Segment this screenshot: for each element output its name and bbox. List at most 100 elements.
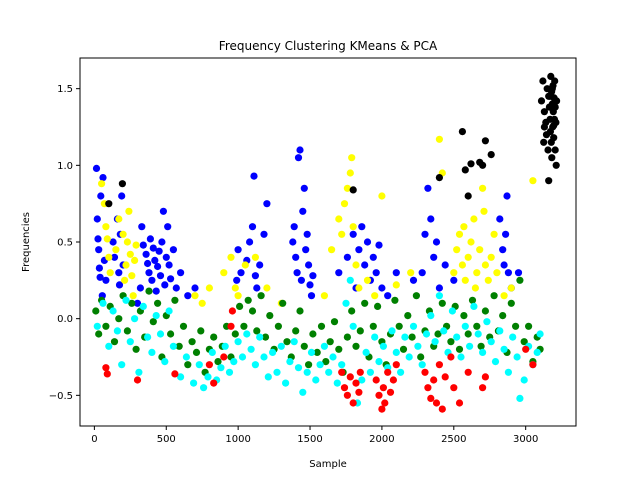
scatter-point xyxy=(251,361,259,369)
scatter-point xyxy=(125,207,133,215)
scatter-point xyxy=(447,338,455,346)
scatter-point xyxy=(346,169,354,177)
scatter-point xyxy=(118,180,126,188)
scatter-point xyxy=(409,276,418,284)
scatter-point xyxy=(500,345,508,353)
scatter-point xyxy=(164,223,172,231)
scatter-point xyxy=(343,333,351,341)
scatter-point xyxy=(358,223,366,231)
scatter-point xyxy=(200,384,208,392)
scatter-point xyxy=(154,262,162,271)
scatter-point xyxy=(109,307,117,315)
scatter-point xyxy=(167,275,175,283)
scatter-point xyxy=(392,361,400,369)
scatter-point xyxy=(450,276,458,284)
scatter-point xyxy=(251,253,259,261)
scatter-point xyxy=(349,322,357,330)
scatter-point xyxy=(447,353,455,361)
scatter-point xyxy=(131,315,139,323)
scatter-point xyxy=(188,338,196,346)
scatter-point xyxy=(155,247,163,255)
scatter-point xyxy=(169,342,177,350)
scatter-point xyxy=(282,379,290,387)
y-tick-label: 1.5 xyxy=(57,84,73,95)
scatter-point xyxy=(248,307,257,315)
scatter-point xyxy=(455,230,464,238)
scatter-point xyxy=(453,333,461,341)
scatter-point xyxy=(455,345,464,353)
scatter-point xyxy=(102,322,110,330)
scatter-point xyxy=(342,299,350,307)
scatter-point xyxy=(381,399,389,407)
scatter-point xyxy=(418,361,426,369)
scatter-point xyxy=(102,276,110,284)
scatter-point xyxy=(227,322,235,330)
scatter-point xyxy=(450,269,458,277)
scatter-point xyxy=(448,307,456,315)
scatter-point xyxy=(306,281,314,289)
scatter-point xyxy=(217,364,225,372)
scatter-point xyxy=(340,200,349,208)
scatter-point xyxy=(352,261,360,269)
scatter-point xyxy=(545,177,553,185)
scatter-point xyxy=(115,315,123,323)
scatter-point xyxy=(421,230,429,238)
scatter-point xyxy=(464,330,472,338)
scatter-point xyxy=(356,368,364,376)
scatter-point xyxy=(540,123,549,131)
scatter-point xyxy=(313,348,321,356)
scatter-point xyxy=(516,394,524,402)
scatter-point xyxy=(277,342,285,350)
scatter-point xyxy=(372,376,380,384)
scatter-point xyxy=(550,134,558,142)
scatter-point xyxy=(103,235,111,243)
scatter-point xyxy=(198,299,206,307)
scatter-point xyxy=(234,246,242,254)
scatter-point xyxy=(522,345,530,353)
scatter-point xyxy=(430,376,438,384)
scatter-point xyxy=(159,207,167,215)
scatter-point xyxy=(231,330,239,338)
scatter-point xyxy=(99,174,107,182)
scatter-point xyxy=(269,348,277,356)
scatter-point xyxy=(533,348,541,356)
scatter-point xyxy=(511,322,520,330)
scatter-point xyxy=(325,368,333,376)
scatter-point xyxy=(95,246,103,254)
scatter-point xyxy=(476,246,484,254)
x-tick-label: 0 xyxy=(91,434,97,445)
scatter-point xyxy=(109,238,117,246)
scatter-point xyxy=(243,330,251,338)
scatter-point xyxy=(407,269,415,277)
scatter-point xyxy=(343,391,351,399)
scatter-point xyxy=(424,384,432,392)
scatter-point xyxy=(481,137,489,145)
scatter-point xyxy=(294,154,303,162)
scatter-point xyxy=(253,327,261,335)
scatter-point xyxy=(231,284,239,292)
scatter-point xyxy=(335,215,343,223)
scatter-point xyxy=(320,342,328,350)
scatter-point xyxy=(372,269,380,277)
scatter-point xyxy=(496,327,504,335)
scatter-point xyxy=(175,342,183,350)
scatter-point xyxy=(236,302,244,310)
scatter-point xyxy=(461,276,469,284)
scatter-point xyxy=(145,287,153,295)
scatter-point xyxy=(362,348,370,356)
scatter-point xyxy=(103,370,111,378)
scatter-point xyxy=(536,330,544,338)
scatter-point xyxy=(438,299,446,307)
scatter-point xyxy=(460,312,468,320)
scatter-point xyxy=(330,318,339,326)
scatter-point xyxy=(516,276,524,284)
scatter-point xyxy=(234,292,242,300)
scatter-point xyxy=(514,269,523,277)
scatter-point xyxy=(548,85,556,93)
scatter-point xyxy=(205,284,213,292)
scatter-point xyxy=(296,307,304,315)
scatter-point xyxy=(165,307,173,315)
scatter-point xyxy=(144,259,152,268)
scatter-point xyxy=(156,272,165,280)
